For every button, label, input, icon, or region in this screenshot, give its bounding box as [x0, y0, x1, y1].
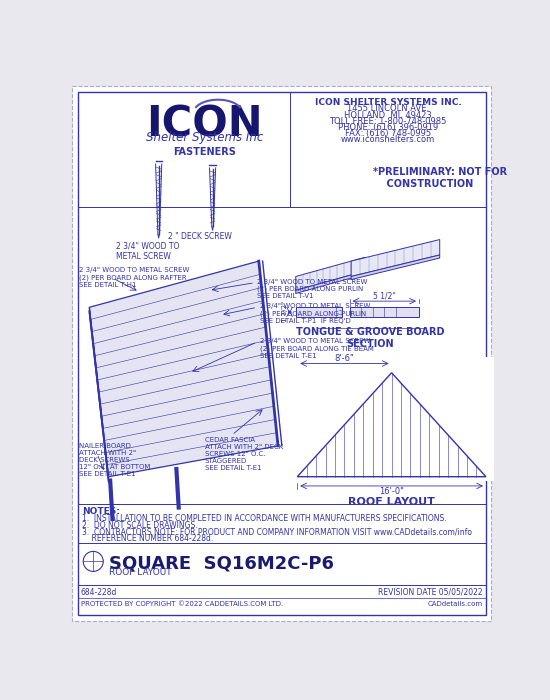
Text: www.iconshelters.com: www.iconshelters.com [341, 135, 435, 144]
Text: REVISION DATE 05/05/2022: REVISION DATE 05/05/2022 [378, 587, 483, 596]
Text: 16'-0": 16'-0" [379, 487, 404, 496]
Text: Shelter Systems Inc: Shelter Systems Inc [146, 132, 263, 144]
Polygon shape [89, 307, 109, 483]
Text: ROOF LAYOUT: ROOF LAYOUT [109, 568, 171, 578]
Text: 1.  INSTALLATION TO BE COMPLETED IN ACCORDANCE WITH MANUFACTURERS SPECIFICATIONS: 1. INSTALLATION TO BE COMPLETED IN ACCOR… [82, 514, 447, 524]
Text: CADdetails.com: CADdetails.com [428, 601, 483, 607]
Text: 5 1/2": 5 1/2" [373, 291, 395, 300]
Text: 684-228d: 684-228d [81, 587, 117, 596]
Text: HOLLAND  MI, 49423: HOLLAND MI, 49423 [344, 111, 432, 120]
Bar [294, 357, 494, 480]
Text: CEDAR FASCIA
ATTACH WITH 2" DECK
SCREWS 12" O.C.
STAGGERED
SEE DETAIL T-E1: CEDAR FASCIA ATTACH WITH 2" DECK SCREWS … [205, 437, 283, 470]
Bar [296, 307, 342, 316]
Text: 1455 LINCOLN AVE.: 1455 LINCOLN AVE. [347, 104, 429, 113]
Text: FAX: (616) 748-0995: FAX: (616) 748-0995 [345, 129, 431, 138]
Text: 8'-6": 8'-6" [334, 354, 354, 363]
Text: 3.  CONTRACTORS NOTE: FOR PRODUCT AND COMPANY INFORMATION VISIT www.CADdetails.c: 3. CONTRACTORS NOTE: FOR PRODUCT AND COM… [82, 528, 472, 536]
Text: TOLL FREE: 1-800-748-0985: TOLL FREE: 1-800-748-0985 [329, 117, 447, 126]
Text: ICON: ICON [146, 103, 263, 145]
Text: TONGUE & GROOVE BOARD
SECTION: TONGUE & GROOVE BOARD SECTION [296, 328, 444, 349]
Text: NOTES:: NOTES: [82, 508, 120, 517]
Text: 2 3/4" WOOD TO METAL SCREW
(2) PER BOARD ALONG PURLIN
SEE DETAIL T-P1  IF REQ'D: 2 3/4" WOOD TO METAL SCREW (2) PER BOARD… [260, 304, 370, 324]
Text: PHONE: (616) 396-0919: PHONE: (616) 396-0919 [338, 123, 438, 132]
Polygon shape [89, 261, 278, 477]
Text: SQUARE  SQ16M2C-P6: SQUARE SQ16M2C-P6 [109, 554, 334, 573]
Text: *PRELIMINARY: NOT FOR
    CONSTRUCTION: *PRELIMINARY: NOT FOR CONSTRUCTION [373, 167, 507, 189]
Text: 2 3/4" WOOD TO METAL SCREW
(2) PER BOARD ALONG TIE BEAM
SEE DETAIL T-E1: 2 3/4" WOOD TO METAL SCREW (2) PER BOARD… [260, 338, 373, 358]
Text: 2 3/4" WOOD TO METAL SCREW
(2) PER BOARD ALONG PURLIN
SEE DETAIL T-V1: 2 3/4" WOOD TO METAL SCREW (2) PER BOARD… [257, 279, 367, 300]
Polygon shape [296, 258, 365, 290]
Text: NAILER BOARD
ATTACH WITH 2"
DECK SCREWS
12" O.C. AT BOTTOM
SEE DETAIL T-E1: NAILER BOARD ATTACH WITH 2" DECK SCREWS … [79, 443, 151, 477]
Text: 1 1/2": 1 1/2" [282, 302, 288, 323]
Text: 2 3/4" WOOD TO METAL SCREW
(2) PER BOARD ALONG RAFTER
SEE DETAIL T-H1: 2 3/4" WOOD TO METAL SCREW (2) PER BOARD… [79, 267, 190, 288]
Text: 2 " DECK SCREW: 2 " DECK SCREW [168, 232, 232, 241]
Text: ROOF LAYOUT: ROOF LAYOUT [348, 497, 435, 507]
Text: 2.  DO NOT SCALE DRAWINGS.: 2. DO NOT SCALE DRAWINGS. [82, 521, 198, 530]
Polygon shape [297, 372, 486, 477]
Polygon shape [296, 271, 365, 293]
Text: FASTENERS: FASTENERS [173, 147, 236, 157]
Bar [350, 307, 419, 316]
Text: ICON SHELTER SYSTEMS INC.: ICON SHELTER SYSTEMS INC. [315, 98, 461, 107]
Polygon shape [351, 255, 440, 279]
Text: 2 3/4" WOOD TO
METAL SCREW: 2 3/4" WOOD TO METAL SCREW [117, 242, 180, 261]
Polygon shape [351, 239, 440, 276]
Text: PROTECTED BY COPYRIGHT ©2022 CADDETAILS.COM LTD.: PROTECTED BY COPYRIGHT ©2022 CADDETAILS.… [81, 601, 283, 607]
Text: REFERENCE NUMBER 684-228d.: REFERENCE NUMBER 684-228d. [82, 534, 214, 543]
